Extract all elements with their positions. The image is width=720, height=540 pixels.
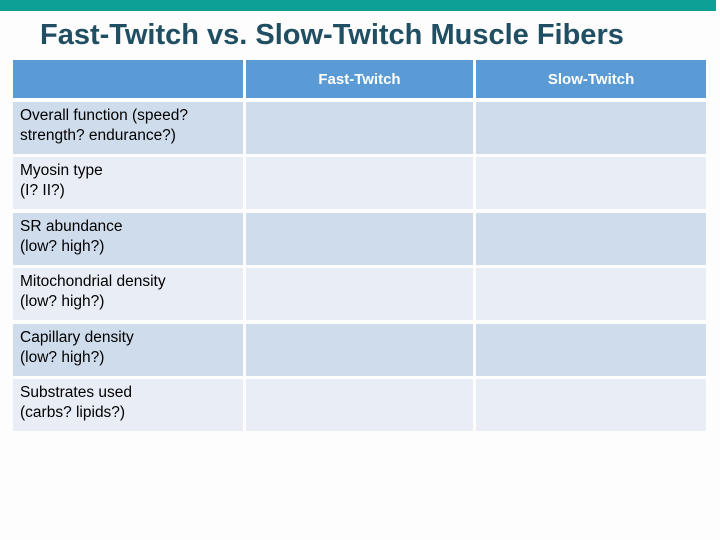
row-label-line2: (low? high?): [20, 293, 105, 310]
answer-cell-fast[interactable]: [246, 157, 473, 209]
row-label-capillary-density: Capillary density (low? high?): [13, 323, 243, 376]
row-label-line2: (carbs? lipids?): [20, 404, 126, 421]
row-label-line1: Overall function (speed?: [20, 106, 189, 124]
row-label-line1: Substrates used: [20, 384, 133, 401]
answer-cell-slow[interactable]: [476, 101, 706, 154]
answer-cell-fast[interactable]: [246, 212, 473, 265]
row-label-line1: SR abundance: [20, 217, 123, 235]
header-cell-fast-twitch: Fast-Twitch: [246, 60, 473, 98]
row-label-line2: (I? II?): [20, 182, 65, 199]
answer-cell-slow[interactable]: [476, 268, 706, 320]
comparison-table: Fast-Twitch Slow-Twitch Overall function…: [13, 60, 706, 431]
row-label-line1: Myosin type: [20, 162, 103, 179]
answer-cell-fast[interactable]: [246, 268, 473, 320]
answer-cell-slow[interactable]: [476, 212, 706, 265]
row-label-overall-function: Overall function (speed? strength? endur…: [13, 101, 243, 154]
answer-cell-slow[interactable]: [476, 379, 706, 431]
row-label-line2: strength? endurance?): [20, 126, 176, 144]
row-label-line2: (low? high?): [20, 348, 105, 366]
answer-cell-fast[interactable]: [246, 323, 473, 376]
row-label-sr-abundance: SR abundance (low? high?): [13, 212, 243, 265]
row-label-substrates-used: Substrates used (carbs? lipids?): [13, 379, 243, 431]
row-label-mitochondrial-density: Mitochondrial density (low? high?): [13, 268, 243, 320]
row-label-myosin-type: Myosin type (I? II?): [13, 157, 243, 209]
accent-bar: [0, 0, 716, 11]
answer-cell-slow[interactable]: [476, 323, 706, 376]
answer-cell-fast[interactable]: [246, 101, 473, 154]
row-label-line1: Mitochondrial density: [20, 273, 166, 290]
row-label-line1: Capillary density: [20, 328, 134, 346]
answer-cell-slow[interactable]: [476, 157, 706, 209]
header-cell-slow-twitch: Slow-Twitch: [476, 60, 706, 98]
row-label-line2: (low? high?): [20, 237, 105, 255]
slide-title: Fast-Twitch vs. Slow-Twitch Muscle Fiber…: [40, 19, 624, 51]
header-cell-blank: [13, 60, 243, 98]
answer-cell-fast[interactable]: [246, 379, 473, 431]
